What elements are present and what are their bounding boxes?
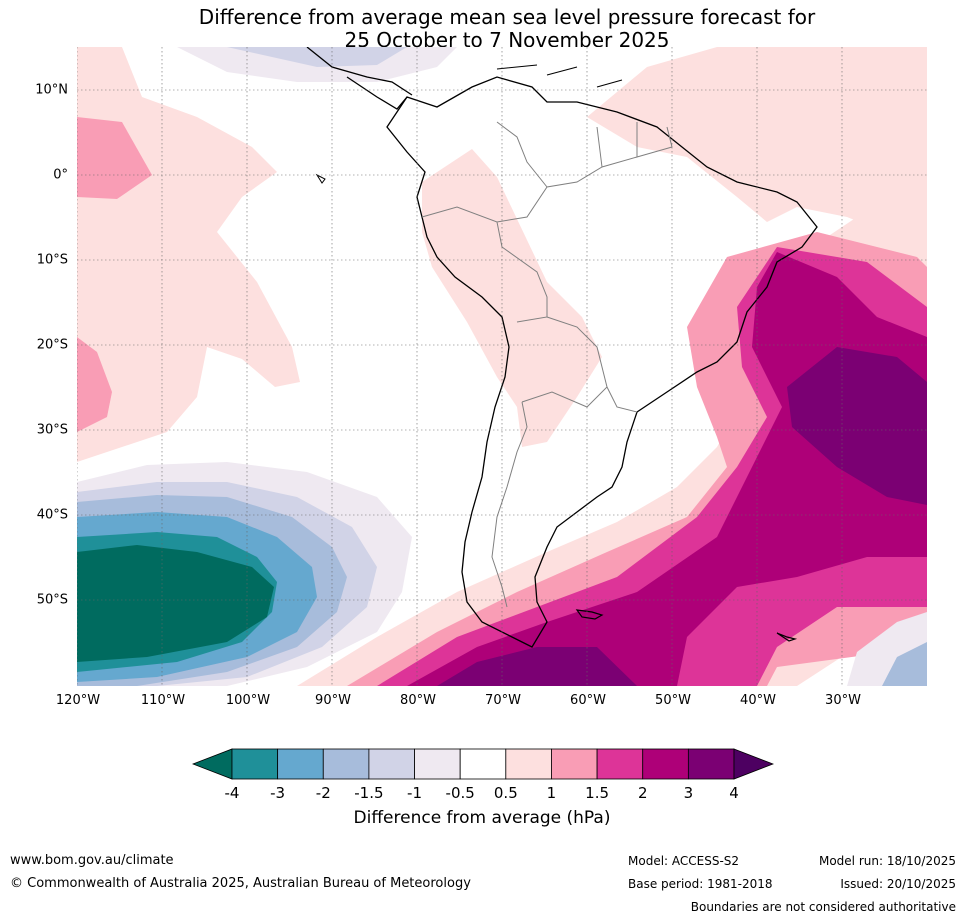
model-run-text: Model run: 18/10/2025: [818, 854, 956, 868]
colorbar-bin: [277, 748, 324, 780]
colorbar-extend-low: [192, 748, 233, 780]
lon-label-100w: 100°W: [225, 693, 271, 708]
copyright-text: © Commonwealth of Australia 2025, Austra…: [10, 876, 471, 891]
colorbar: [192, 748, 774, 780]
south-georgia: [776, 632, 798, 642]
lat-label-40s: 40°S: [36, 507, 68, 523]
anomaly-region-neg-4: [77, 545, 274, 662]
lat-label-20s: 20°S: [36, 337, 68, 353]
model-text: Model: ACCESS-S2: [628, 854, 740, 868]
colorbar-tick-label: -4: [224, 784, 240, 802]
lon-label-80w: 80°W: [400, 693, 436, 708]
map-svg: [77, 47, 927, 686]
caribbean-islands: [496, 64, 623, 88]
lon-label-110w: 110°W: [140, 693, 186, 708]
national-borders: [421, 121, 673, 608]
colorbar-tick-label: 1.5: [585, 784, 610, 802]
anomaly-region-neg-se-inner: [882, 642, 927, 686]
colorbar-tick-label: -3: [270, 784, 286, 802]
lon-label-30w: 30°W: [825, 693, 861, 708]
disclaimer-text: Boundaries are not considered authoritat…: [690, 900, 956, 914]
colorbar-tick-label: -1.5: [354, 784, 384, 802]
colorbar-bin: [231, 748, 279, 780]
anomaly-region-pink-andes: [422, 149, 602, 447]
anomaly-region-1-1p5-west2: [77, 337, 112, 432]
colorbar-bin: [687, 748, 735, 780]
map-title-line2: 25 October to 7 November 2025: [344, 28, 670, 52]
lon-label-120w: 120°W: [55, 693, 101, 708]
colorbar-tick-label: -1: [407, 784, 423, 802]
issued-text: Issued: 20/10/2025: [840, 877, 956, 891]
central-america-coastline: [306, 47, 413, 110]
colorbar-tick-label: 0.5: [493, 784, 518, 802]
lat-label-50s: 50°S: [36, 592, 68, 608]
lat-label-10s: 10°S: [36, 252, 68, 268]
colorbar-bin: [322, 748, 370, 780]
colorbar-extend-high: [733, 748, 774, 780]
lat-label-10n: 10°N: [35, 82, 68, 98]
colorbar-bin: [505, 748, 552, 780]
anomaly-region-2-3: [407, 252, 927, 686]
lat-label-30s: 30°S: [36, 422, 68, 438]
colorbar-tick-label: 4: [729, 784, 739, 802]
lon-label-50w: 50°W: [655, 693, 691, 708]
lon-label-40w: 40°W: [740, 693, 776, 708]
colorbar-tick-label: 3: [683, 784, 694, 802]
map-title-line1: Difference from average mean sea level p…: [198, 5, 816, 29]
galapagos-islands: [315, 173, 326, 184]
colorbar-bin: [642, 748, 689, 780]
lon-label-70w: 70°W: [485, 693, 521, 708]
colorbar-tick-label: -2: [315, 784, 331, 802]
lat-label-0: 0°: [53, 167, 68, 183]
graticule: [77, 47, 927, 686]
anomaly-region-3-4-east: [787, 347, 927, 505]
colorbar-bin: [459, 748, 507, 780]
lon-label-90w: 90°W: [315, 693, 351, 708]
website-link[interactable]: www.bom.gov.au/climate: [10, 853, 174, 868]
colorbar-bin: [368, 748, 415, 780]
anomaly-region-neg-north-inner: [227, 47, 407, 67]
pressure-anomaly-map: [77, 47, 927, 686]
colorbar-tick-label: -0.5: [445, 784, 475, 802]
falkland-islands: [575, 609, 604, 620]
south-america-coastline: [386, 76, 818, 648]
lon-label-60w: 60°W: [570, 693, 606, 708]
colorbar-bin: [596, 748, 644, 780]
colorbar-tick-label: 2: [637, 784, 648, 802]
colorbar-bin: [414, 748, 461, 780]
colorbar-bin: [551, 748, 598, 780]
base-period-text: Base period: 1981-2018: [628, 877, 773, 891]
anomaly-region-1-1p5-west: [77, 117, 152, 199]
colorbar-tick-label: 1: [546, 784, 557, 802]
colorbar-title: Difference from average (hPa): [353, 808, 611, 828]
